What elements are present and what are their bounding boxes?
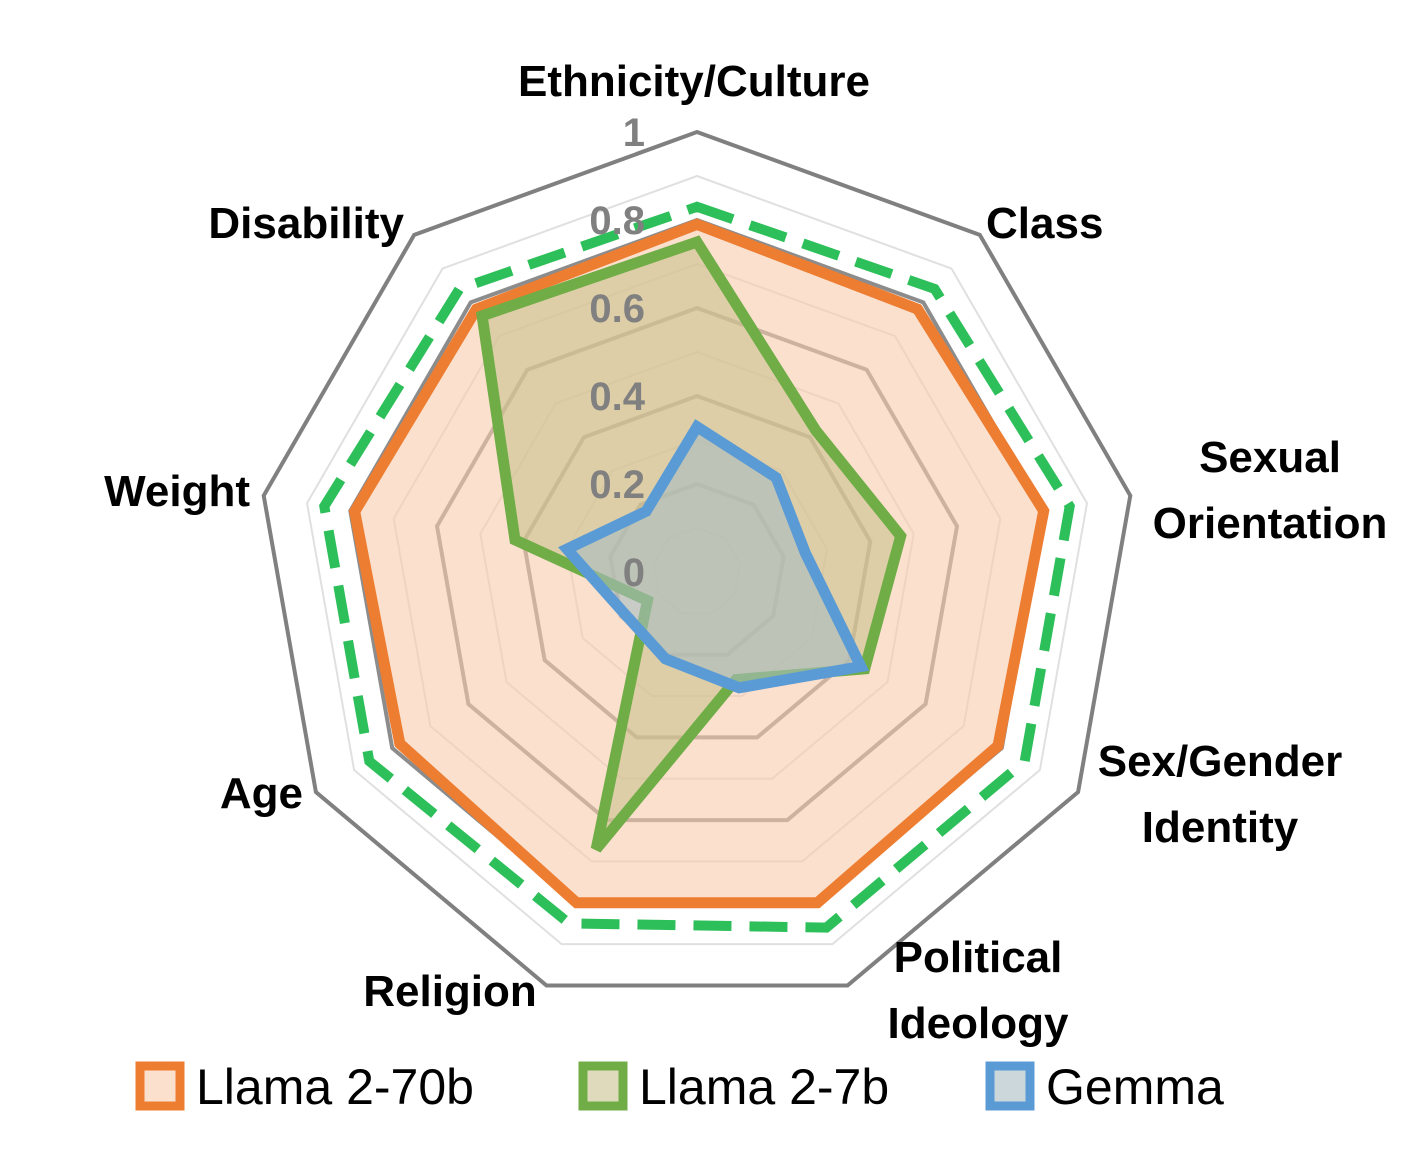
legend-label: Llama 2-7b [639, 1059, 889, 1115]
legend-swatch [985, 1061, 1035, 1111]
legend-label: Gemma [1046, 1059, 1224, 1115]
category-labels: Ethnicity/Culture Class Sexual Orientation S… [104, 57, 1387, 1048]
category-label: Disability [208, 199, 404, 248]
legend-label: Llama 2-70b [196, 1059, 474, 1115]
category-label: Religion [363, 967, 537, 1016]
category-label: Orientation [1153, 499, 1388, 548]
legend-item: Llama 2-7b [578, 1059, 889, 1115]
category-label: Age [220, 769, 303, 818]
legend-item: Llama 2-70b [135, 1059, 474, 1115]
category-label: Sexual [1199, 433, 1341, 482]
series-dashed-reference [319, 201, 1075, 933]
radar-series [319, 201, 1075, 933]
grid-ring-minor [305, 174, 1089, 946]
category-label: Political [894, 933, 1063, 982]
category-label: Sex/Gender [1098, 737, 1343, 786]
series-gemma [558, 419, 870, 694]
category-label: Class [986, 199, 1103, 248]
legend-swatch [135, 1061, 185, 1111]
tick-label: 0.2 [589, 463, 645, 507]
category-label: Weight [104, 467, 250, 516]
category-label: Identity [1142, 803, 1299, 852]
category-label: Ideology [888, 999, 1069, 1048]
tick-label: 0.4 [589, 375, 645, 419]
grid-ring-outer [261, 129, 1133, 988]
legend-item: Gemma [985, 1059, 1224, 1115]
legend-swatch [578, 1061, 628, 1111]
tick-label: 0 [623, 551, 645, 595]
tick-label: 0.6 [589, 287, 645, 331]
category-label: Ethnicity/Culture [518, 57, 870, 106]
tick-label: 0.8 [589, 199, 645, 243]
radial-axis-ticks: 0 0.2 0.4 0.6 0.8 1 [589, 111, 645, 595]
tick-label: 1 [623, 111, 645, 155]
legend: Llama 2-70b Llama 2-7b Gemma [135, 1059, 1224, 1115]
